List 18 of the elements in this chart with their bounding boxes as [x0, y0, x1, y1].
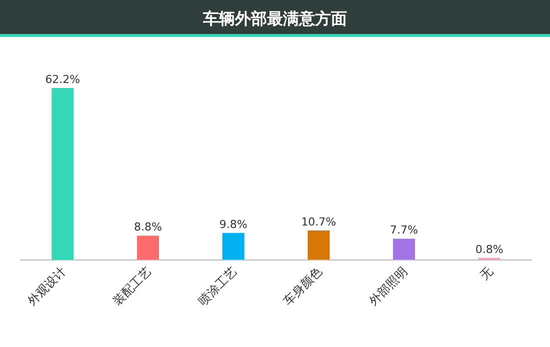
data-label: 9.8%	[219, 218, 248, 231]
bar	[137, 236, 159, 260]
x-tick-label: 车身颜色	[280, 264, 325, 308]
data-label: 8.8%	[134, 220, 162, 234]
bar	[308, 230, 330, 260]
data-label: 10.7%	[301, 215, 336, 228]
x-tick-label: 无	[477, 264, 496, 283]
data-label: 62.2%	[45, 73, 80, 86]
x-tick-label: 外部照明	[366, 264, 410, 308]
bar	[52, 88, 74, 260]
x-tick-label: 外观设计	[24, 264, 69, 308]
bar	[222, 232, 244, 260]
data-label: 0.8%	[475, 242, 504, 256]
data-label: 7.7%	[390, 224, 418, 237]
bar	[393, 238, 415, 260]
x-tick-label: 装配工艺	[110, 264, 154, 308]
chart-title: 车辆外部最满意方面	[202, 9, 347, 28]
x-tick-label: 喷涂工艺	[196, 264, 240, 308]
